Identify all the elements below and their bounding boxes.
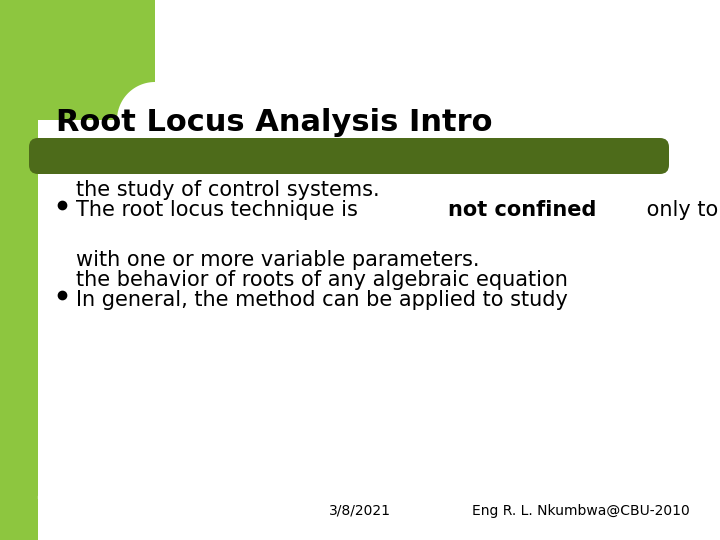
Text: Eng R. L. Nkumbwa@CBU-2010: Eng R. L. Nkumbwa@CBU-2010 xyxy=(472,504,690,518)
Text: In general, the method can be applied to study: In general, the method can be applied to… xyxy=(76,290,568,310)
Text: Root Locus Analysis Intro: Root Locus Analysis Intro xyxy=(56,108,492,137)
Text: the behavior of roots of any algebraic equation: the behavior of roots of any algebraic e… xyxy=(76,270,568,290)
Bar xyxy=(0,0,155,120)
Text: only to: only to xyxy=(639,200,718,220)
Text: The root locus technique is: The root locus technique is xyxy=(76,200,364,220)
Text: 13: 13 xyxy=(34,494,69,518)
Text: 3/8/2021: 3/8/2021 xyxy=(329,504,391,518)
FancyBboxPatch shape xyxy=(29,138,669,174)
Bar xyxy=(0,0,38,540)
Text: the study of control systems.: the study of control systems. xyxy=(76,180,379,200)
Polygon shape xyxy=(117,82,155,120)
Text: not confined: not confined xyxy=(449,200,597,220)
Text: with one or more variable parameters.: with one or more variable parameters. xyxy=(76,250,480,270)
